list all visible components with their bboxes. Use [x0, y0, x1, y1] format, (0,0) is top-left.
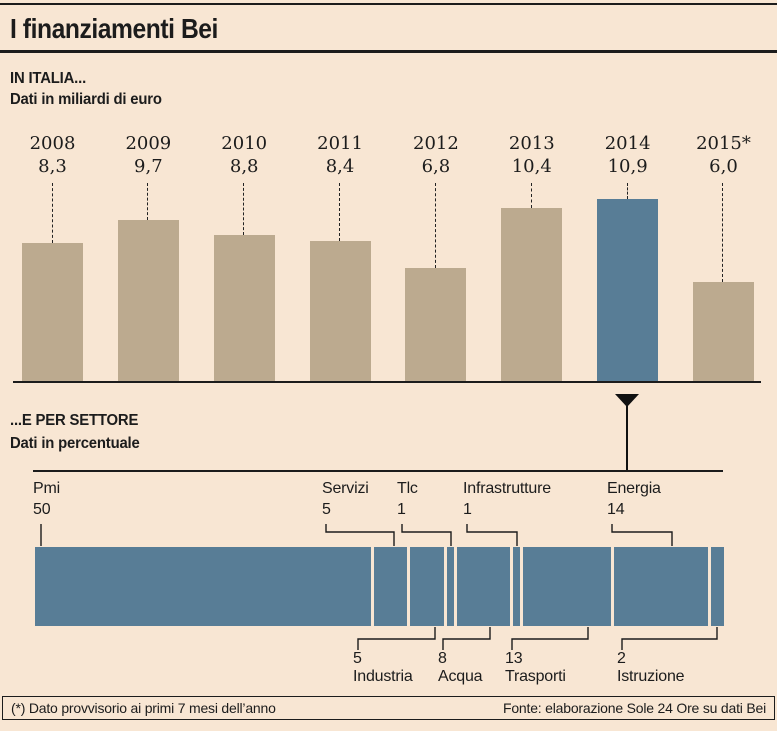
sector-segment [613, 547, 708, 626]
sector-label: Infrastrutture [463, 480, 551, 497]
leader-line [357, 627, 436, 650]
sector-value: 50 [33, 501, 51, 518]
bar [692, 281, 754, 382]
value-label: 8,8 [229, 156, 259, 177]
dashed-connector [339, 183, 341, 242]
section-settore-rule [33, 470, 723, 472]
sector-label: Trasporti [505, 668, 566, 685]
leader-line [466, 524, 518, 546]
baseline-axis [13, 381, 761, 383]
sector-value: 13 [505, 650, 523, 667]
sector-label: Tlc [397, 480, 418, 497]
section-settore-header: ...E PER SETTORE [10, 412, 139, 429]
sector-segment [35, 547, 371, 626]
leader-line [611, 524, 673, 546]
sector-segment [523, 547, 611, 626]
highlight-marker-line [626, 404, 628, 471]
section-settore-subheader: Dati in percentuale [10, 435, 140, 452]
bar [213, 234, 275, 382]
bar [405, 268, 467, 382]
sector-value: 5 [353, 650, 362, 667]
leader-line [325, 524, 395, 546]
sector-label: Acqua [438, 668, 483, 685]
dashed-connector [51, 183, 53, 243]
sector-value: 1 [397, 501, 406, 518]
value-label: 6,8 [421, 156, 451, 177]
sector-segment [373, 547, 408, 626]
section-italia-subheader: Dati in miliardi di euro [10, 91, 162, 108]
top-rule [0, 3, 777, 5]
value-label: 6,0 [709, 156, 738, 177]
sector-segment [513, 547, 521, 626]
dashed-connector [243, 183, 245, 235]
footer-box: (*) Dato provvisorio ai primi 7 mesi del… [2, 696, 775, 720]
value-label: 10,4 [511, 156, 552, 177]
year-label: 2011 [317, 133, 363, 154]
footnote: (*) Dato provvisorio ai primi 7 mesi del… [11, 700, 276, 716]
dashed-connector [434, 183, 436, 269]
sector-segment [456, 547, 511, 626]
sector-value: 14 [607, 501, 625, 518]
dashed-connector [147, 183, 149, 220]
dashed-connector [530, 183, 532, 208]
title-rule [0, 50, 777, 53]
page-title: I finanziamenti Bei [10, 13, 218, 44]
year-label: 2008 [29, 133, 76, 154]
dashed-connector [626, 183, 628, 200]
sector-segment [410, 547, 445, 626]
value-label: 9,7 [134, 156, 163, 177]
sector-label: Istruzione [617, 668, 685, 685]
leader-line [442, 627, 491, 650]
bar [22, 242, 83, 382]
bar [309, 241, 371, 382]
sector-label: Industria [353, 668, 413, 685]
sector-value: 8 [438, 650, 447, 667]
year-label: 2015* [696, 133, 751, 154]
sector-label: Pmi [33, 480, 60, 497]
source-credit: Fonte: elaborazione Sole 24 Ore su dati … [502, 700, 766, 716]
value-label: 8,3 [38, 156, 67, 177]
bar [501, 207, 563, 382]
section-italia-header: IN ITALIA... [10, 70, 87, 87]
year-label: 2014 [604, 133, 651, 154]
year-label: 2012 [413, 133, 459, 154]
sector-value: 2 [617, 650, 626, 667]
sector-label: Energia [607, 480, 661, 497]
sector-label: Servizi [322, 480, 369, 497]
sector-segment [710, 547, 724, 626]
year-label: 2009 [125, 133, 172, 154]
sector-value: 1 [463, 501, 472, 518]
dashed-connector [722, 183, 724, 282]
bar [597, 199, 659, 382]
year-label: 2013 [508, 133, 555, 154]
highlight-marker-triangle-icon [615, 394, 639, 407]
sector-segment [447, 547, 454, 626]
value-label: 10,9 [607, 156, 648, 177]
leader-line [621, 627, 718, 650]
value-label: 8,4 [325, 156, 355, 177]
sector-value: 5 [322, 501, 331, 518]
leader-line [401, 524, 452, 546]
year-label: 2010 [221, 133, 268, 154]
bar [117, 219, 179, 382]
leader-line [511, 627, 589, 650]
